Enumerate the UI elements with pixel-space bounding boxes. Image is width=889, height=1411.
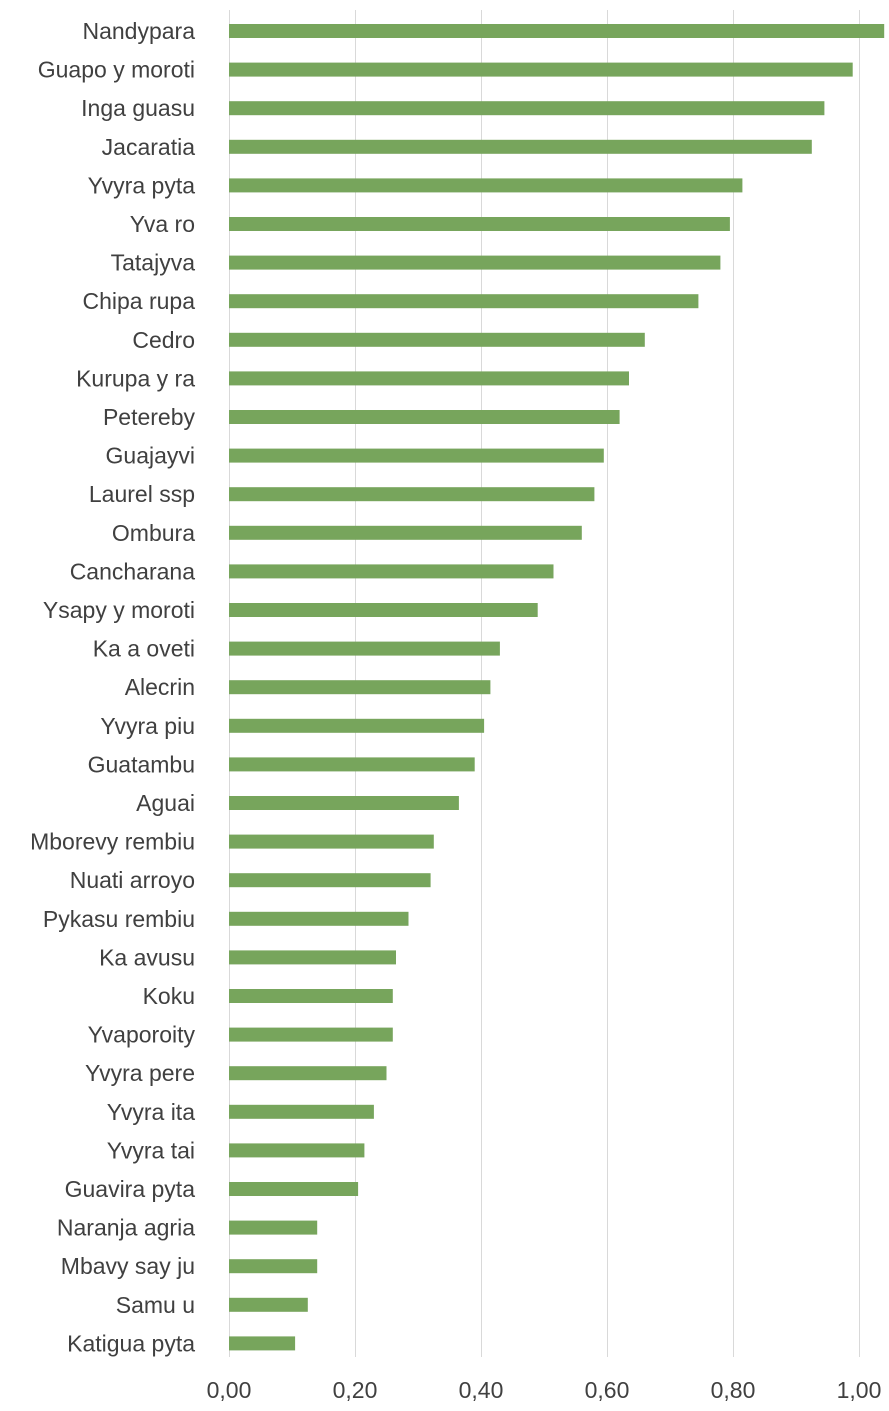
category-label: Naranja agria <box>57 1215 195 1241</box>
bar <box>229 718 485 733</box>
x-tick-label: 1,00 <box>837 1377 882 1403</box>
category-label: Samu u <box>116 1292 195 1318</box>
category-label: Yvaporoity <box>88 1022 196 1048</box>
bar <box>229 62 853 77</box>
bar <box>229 332 645 347</box>
category-label: Yvyra pyta <box>88 172 196 198</box>
category-label: Kurupa y ra <box>76 365 195 391</box>
bar <box>229 1104 374 1119</box>
bar <box>229 1336 296 1351</box>
x-tick-label: 0,40 <box>459 1377 504 1403</box>
bar <box>229 641 500 656</box>
bar <box>229 487 595 502</box>
category-label: Ombura <box>112 520 195 546</box>
bar <box>229 525 582 540</box>
category-label: Laurel ssp <box>89 481 195 507</box>
category-label: Jacaratia <box>102 134 196 160</box>
category-label: Ysapy y moroti <box>43 597 195 623</box>
category-label: Cancharana <box>70 558 196 584</box>
bar <box>229 1066 387 1081</box>
bar <box>229 911 409 926</box>
category-label: Chipa rupa <box>82 288 195 314</box>
category-label: Yvyra pere <box>85 1060 195 1086</box>
bar <box>229 24 885 38</box>
category-label: Guapo y moroti <box>38 57 195 83</box>
bar <box>229 448 604 463</box>
category-label: Inga guasu <box>81 95 195 121</box>
bar <box>229 101 825 116</box>
bar <box>229 989 393 1003</box>
bar <box>229 178 743 193</box>
bar <box>229 1259 318 1274</box>
x-tick-label: 0,00 <box>207 1377 252 1403</box>
bar <box>229 873 431 888</box>
category-label: Mbavy say ju <box>61 1253 195 1279</box>
bar <box>229 757 475 772</box>
category-label: Nuati arroyo <box>70 867 195 893</box>
category-label: Yvyra piu <box>100 713 195 739</box>
bar <box>229 371 629 386</box>
x-axis-tick-labels: 0,00 0,20 0,40 0,60 0,80 1,00 <box>207 1377 882 1403</box>
category-label: Ka a oveti <box>93 636 195 662</box>
bar <box>229 1220 318 1235</box>
bar <box>229 1027 393 1042</box>
category-label: Petereby <box>103 404 196 430</box>
category-label: Aguai <box>136 790 195 816</box>
bar <box>229 834 434 849</box>
category-label: Yvyra ita <box>107 1099 195 1125</box>
category-label: Alecrin <box>125 674 195 700</box>
category-label: Guajayvi <box>106 443 195 469</box>
category-label: Katigua pyta <box>67 1330 195 1356</box>
bar <box>229 139 812 154</box>
category-label: Mborevy rembiu <box>30 829 195 855</box>
category-label: Ka avusu <box>99 944 195 970</box>
bar <box>229 255 721 270</box>
bar <box>229 680 491 695</box>
bar <box>229 410 620 424</box>
bar <box>229 796 459 810</box>
bar <box>229 294 699 309</box>
category-label: Koku <box>143 983 195 1009</box>
category-label: Guatambu <box>88 751 195 777</box>
bars <box>229 24 885 1351</box>
category-label: Yva ro <box>130 211 195 237</box>
category-labels: Nandypara Guapo y moroti Inga guasu Jacarat… <box>30 18 195 1356</box>
x-tick-label: 0,60 <box>585 1377 630 1403</box>
bar <box>229 1182 359 1196</box>
bar <box>229 950 396 965</box>
x-tick-label: 0,80 <box>711 1377 756 1403</box>
bar <box>229 564 554 579</box>
bar <box>229 1143 365 1158</box>
category-label: Tatajyva <box>111 250 196 276</box>
category-label: Guavira pyta <box>65 1176 196 1202</box>
x-tick-label: 0,20 <box>333 1377 378 1403</box>
category-label: Nandypara <box>82 18 195 44</box>
category-label: Yvyra tai <box>107 1137 195 1163</box>
bar <box>229 1297 308 1312</box>
category-label: Cedro <box>132 327 195 353</box>
category-label: Pykasu rembiu <box>43 906 195 932</box>
bar <box>229 217 730 231</box>
bar <box>229 603 538 617</box>
